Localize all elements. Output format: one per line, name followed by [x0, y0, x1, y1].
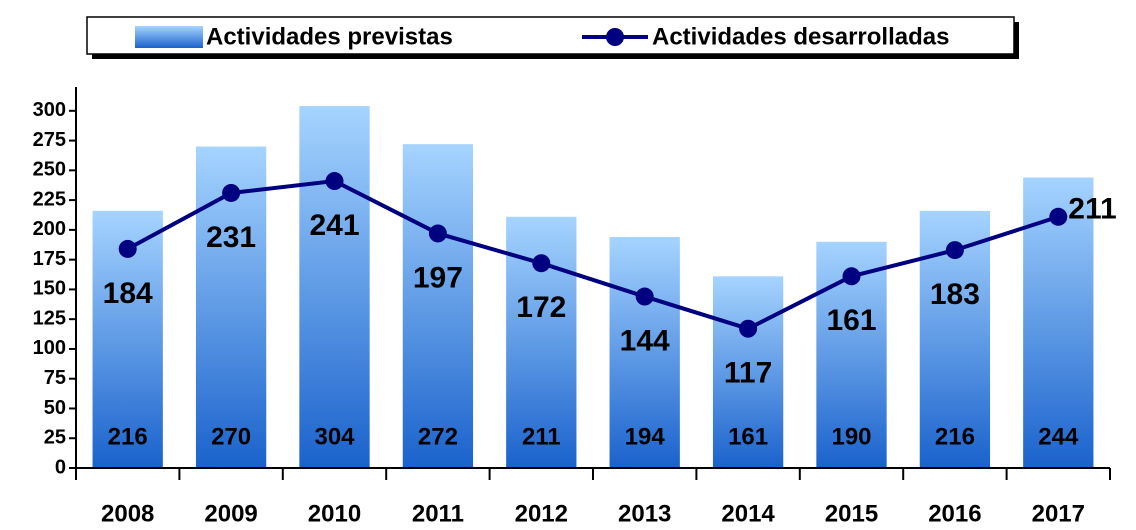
- y-tick-label: 125: [33, 307, 66, 329]
- x-tick-label: 2008: [101, 500, 154, 527]
- x-tick-label: 2011: [412, 500, 464, 527]
- y-tick-label: 25: [44, 427, 66, 449]
- line-marker: [945, 241, 964, 260]
- line-value-label: 161: [826, 304, 876, 337]
- line-marker: [635, 287, 654, 306]
- bar-value-label: 194: [625, 423, 666, 450]
- line-marker: [428, 224, 447, 243]
- legend-marker: [606, 28, 624, 46]
- bar-value-label: 211: [522, 423, 561, 450]
- x-tick-label: 2016: [928, 500, 981, 527]
- y-tick-label: 250: [33, 159, 66, 181]
- y-tick-label: 50: [44, 397, 66, 419]
- bar-value-label: 190: [831, 423, 871, 450]
- y-tick-label: 275: [33, 129, 66, 151]
- y-tick-label: 150: [33, 278, 66, 300]
- x-tick-label: 2017: [1032, 500, 1085, 527]
- bar: [712, 276, 784, 468]
- line-marker: [739, 319, 758, 338]
- line-value-label: 172: [516, 291, 566, 324]
- y-tick-label: 0: [55, 456, 66, 478]
- bar-value-label: 216: [935, 423, 975, 450]
- line-marker: [222, 183, 241, 202]
- x-tick-label: 2015: [825, 500, 878, 527]
- line-marker: [118, 239, 137, 258]
- bar-value-label: 270: [211, 423, 251, 450]
- y-tick-label: 175: [33, 248, 66, 270]
- x-tick-label: 2010: [308, 500, 361, 527]
- line-value-label: 117: [724, 357, 772, 390]
- line-marker: [532, 254, 551, 273]
- bar: [609, 237, 680, 468]
- bar-value-label: 216: [108, 423, 148, 450]
- y-tick-label: 75: [44, 367, 66, 389]
- x-tick-label: 2012: [515, 500, 568, 527]
- line-value-label: 184: [103, 277, 153, 310]
- line-marker: [325, 172, 344, 191]
- bar-value-label: 244: [1038, 423, 1079, 450]
- line-value-label: 183: [930, 278, 980, 311]
- legend: [86, 16, 1015, 55]
- legend-swatch: [135, 26, 203, 48]
- line-value-label: 197: [413, 261, 463, 294]
- bar: [299, 106, 370, 469]
- x-tick-label: 2009: [204, 500, 257, 527]
- bar: [402, 144, 474, 468]
- legend-label: Actividades previstas: [206, 23, 453, 50]
- line: [126, 179, 1059, 331]
- y-tick-label: 225: [33, 188, 66, 210]
- legend-label: Actividades desarrolladas: [652, 23, 949, 50]
- line-value-label: 211: [1068, 193, 1116, 226]
- line-marker: [842, 267, 861, 286]
- bar-value-label: 304: [314, 423, 355, 450]
- y-tick-label: 200: [33, 218, 66, 240]
- y-tick-label: 300: [33, 99, 66, 121]
- x-tick-label: 2013: [618, 500, 671, 527]
- line-value-label: 144: [620, 324, 670, 357]
- bar-value-label: 272: [418, 423, 458, 450]
- line-value-label: 241: [309, 209, 359, 242]
- bar-value-label: 161: [728, 423, 768, 450]
- line-marker: [1049, 207, 1068, 226]
- x-tick-label: 2014: [721, 500, 775, 527]
- y-tick-label: 100: [33, 337, 66, 359]
- line-value-label: 231: [206, 221, 256, 254]
